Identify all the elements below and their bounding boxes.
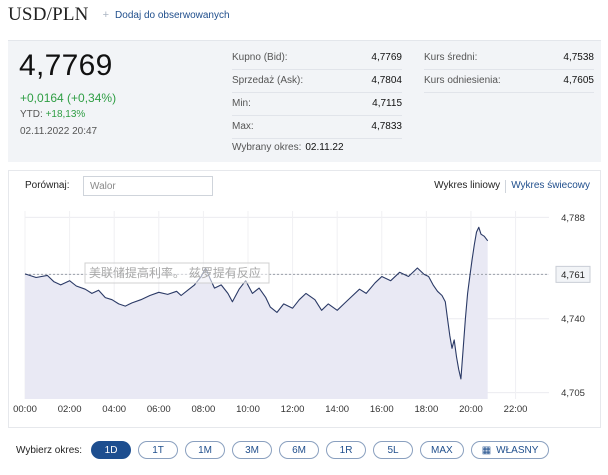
x-tick-label: 16:00 — [370, 404, 394, 415]
compare-input[interactable] — [83, 176, 213, 196]
selected-period-value: 02.11.22 — [305, 142, 344, 153]
currency-pair-title: USD/PLN — [8, 4, 89, 25]
ytd-change: YTD: +18,13% — [20, 109, 85, 120]
period-button-1t[interactable]: 1T — [138, 441, 179, 459]
stat-average: Kurs średni: 4,7538 — [424, 52, 594, 66]
period-selector: Wybierz okres: 1D 1T 1M 3M 6M 1R 5L MAX ▦ WŁASN… — [16, 441, 556, 459]
chart-type-tabs: Wykres liniowy Wykres świecowy — [434, 180, 590, 193]
period-button-1d[interactable]: 1D — [91, 441, 132, 459]
divider — [424, 92, 594, 93]
stat-average-value: 4,7538 — [563, 52, 594, 63]
plus-icon: + — [102, 9, 110, 21]
selected-period-label: Wybrany okres: — [232, 142, 302, 153]
stat-reference: Kurs odniesienia: 4,7605 — [424, 75, 594, 89]
x-tick-label: 04:00 — [102, 404, 126, 415]
reference-badge: 4,761 — [555, 265, 591, 283]
x-tick-label: 12:00 — [281, 404, 305, 415]
stat-max-value: 4,7833 — [371, 121, 402, 132]
event-tooltip: 美联储提高利率。 兹罗提有反应 — [84, 262, 270, 284]
stat-bid-value: 4,7769 — [371, 52, 402, 63]
current-price: 4,7769 — [19, 49, 113, 82]
y-tick-label: 4,788 — [561, 213, 585, 224]
stat-min: Min: 4,7115 — [232, 98, 402, 112]
tab-divider — [505, 180, 507, 193]
stat-reference-label: Kurs odniesienia: — [424, 75, 501, 86]
selected-period: Wybrany okres: 02.11.22 — [232, 142, 344, 153]
period-selector-label: Wybierz okres: — [16, 444, 83, 456]
divider — [232, 92, 402, 93]
stat-max-label: Max: — [232, 121, 254, 132]
x-tick-label: 08:00 — [191, 404, 215, 415]
period-button-6m[interactable]: 6M — [279, 441, 320, 459]
price-line — [24, 226, 489, 380]
calendar-icon: ▦ — [481, 444, 492, 456]
period-button-3m[interactable]: 3M — [232, 441, 273, 459]
stat-ask-label: Sprzedaż (Ask): — [232, 75, 304, 86]
x-tick-label: 18:00 — [414, 404, 438, 415]
custom-period-button[interactable]: ▦ WŁASNY — [470, 441, 550, 459]
event-tooltip-text: 美联储提高利率。 兹罗提有反应 — [89, 265, 261, 280]
chart-card: Porównaj: Wykres liniowy Wykres świecowy… — [8, 170, 601, 428]
x-tick-label: 00:00 — [13, 404, 37, 415]
divider — [424, 69, 594, 70]
tab-line-chart[interactable]: Wykres liniowy — [434, 180, 501, 191]
compare-label: Porównaj: — [25, 180, 70, 191]
stat-bid: Kupno (Bid): 4,7769 — [232, 52, 402, 66]
x-tick-label: 10:00 — [236, 404, 260, 415]
period-button-1r[interactable]: 1R — [326, 441, 367, 459]
period-button-max[interactable]: MAX — [420, 441, 464, 459]
period-button-1m[interactable]: 1M — [185, 441, 226, 459]
y-axis-labels: 4,788 4,740 4,705 — [561, 213, 585, 399]
price-area-fill — [25, 227, 488, 399]
x-tick-label: 06:00 — [147, 404, 171, 415]
price-change: +0,0164 (+0,34%) — [20, 91, 117, 105]
x-axis-labels: 00:00 02:00 04:00 06:00 08:00 10:00 12:00 14:00… — [13, 404, 527, 415]
stat-min-label: Min: — [232, 98, 251, 109]
x-tick-label: 22:00 — [504, 404, 528, 415]
add-to-watchlist-label: Dodaj do obserwowanych — [115, 9, 230, 21]
ytd-value: +18,13% — [45, 109, 86, 120]
x-tick-label: 02:00 — [58, 404, 82, 415]
page-header: USD/PLN + Dodaj do obserwowanych — [8, 2, 230, 28]
reference-badge-text: 4,761 — [561, 270, 585, 281]
x-tick-label: 14:00 — [325, 404, 349, 415]
quote-panel: 4,7769 +0,0164 (+0,34%) YTD: +18,13% 02.… — [8, 40, 601, 162]
divider — [232, 138, 402, 139]
y-tick-label: 4,705 — [561, 388, 585, 399]
custom-period-label: WŁASNY — [496, 444, 539, 456]
stat-ask: Sprzedaż (Ask): 4,7804 — [232, 75, 402, 89]
stat-max: Max: 4,7833 — [232, 121, 402, 135]
y-tick-label: 4,740 — [561, 314, 585, 325]
stat-bid-label: Kupno (Bid): — [232, 52, 288, 63]
divider — [232, 69, 402, 70]
stat-min-value: 4,7115 — [372, 98, 402, 109]
ytd-label: YTD: — [20, 109, 43, 120]
period-button-5l[interactable]: 5L — [373, 441, 414, 459]
price-chart[interactable]: 美联储提高利率。 兹罗提有反应 4,788 4,740 4,705 00:00 02:… — [9, 171, 602, 429]
stat-average-label: Kurs średni: — [424, 52, 478, 63]
stat-reference-value: 4,7605 — [563, 75, 594, 86]
add-to-watchlist-button[interactable]: + Dodaj do obserwowanych — [103, 9, 230, 21]
stat-ask-value: 4,7804 — [371, 75, 402, 86]
divider — [232, 115, 402, 116]
x-tick-label: 20:00 — [459, 404, 483, 415]
tab-candle-chart[interactable]: Wykres świecowy — [511, 180, 590, 191]
quote-datetime: 02.11.2022 20:47 — [20, 126, 98, 137]
